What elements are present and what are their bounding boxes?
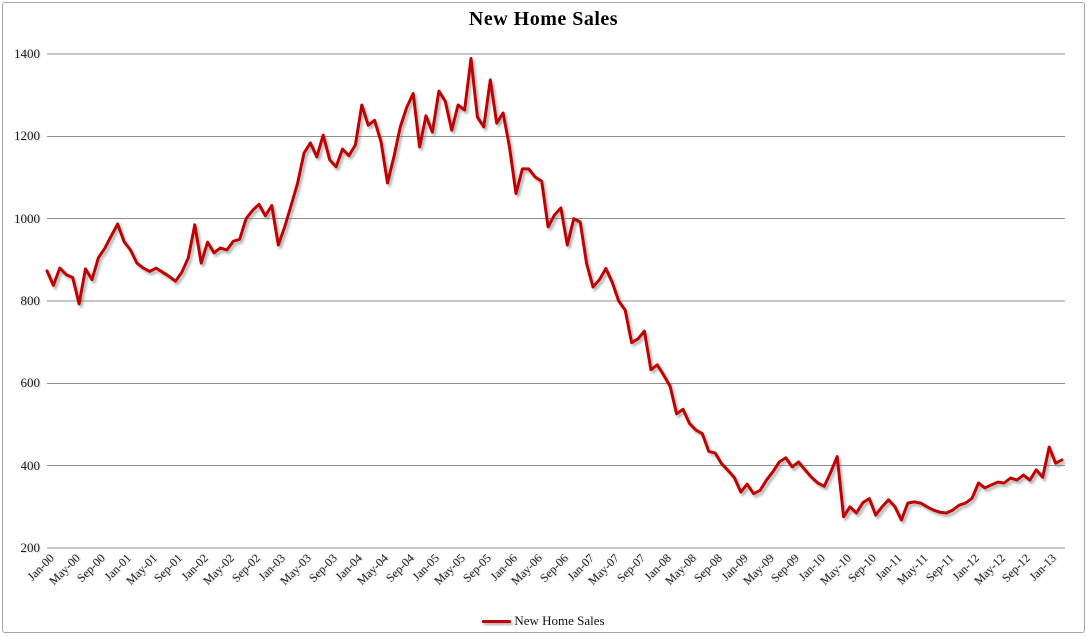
- legend-label: New Home Sales: [514, 613, 605, 628]
- gridlines: [47, 53, 1065, 549]
- y-tick-label: 800: [20, 293, 41, 308]
- y-tick-label: 1000: [14, 210, 40, 226]
- y-tick-label: 400: [20, 457, 41, 473]
- legend-line-swatch: [482, 619, 512, 623]
- chart-title: New Home Sales: [468, 8, 619, 30]
- new-home-sales-line: [45, 57, 1064, 522]
- y-tick-label: 600: [20, 375, 41, 391]
- y-tick-label: 1400: [14, 46, 40, 61]
- y-tick-label: 200: [20, 540, 41, 555]
- y-tick-label: 1200: [14, 128, 40, 144]
- legend: New Home Sales: [0, 613, 1087, 629]
